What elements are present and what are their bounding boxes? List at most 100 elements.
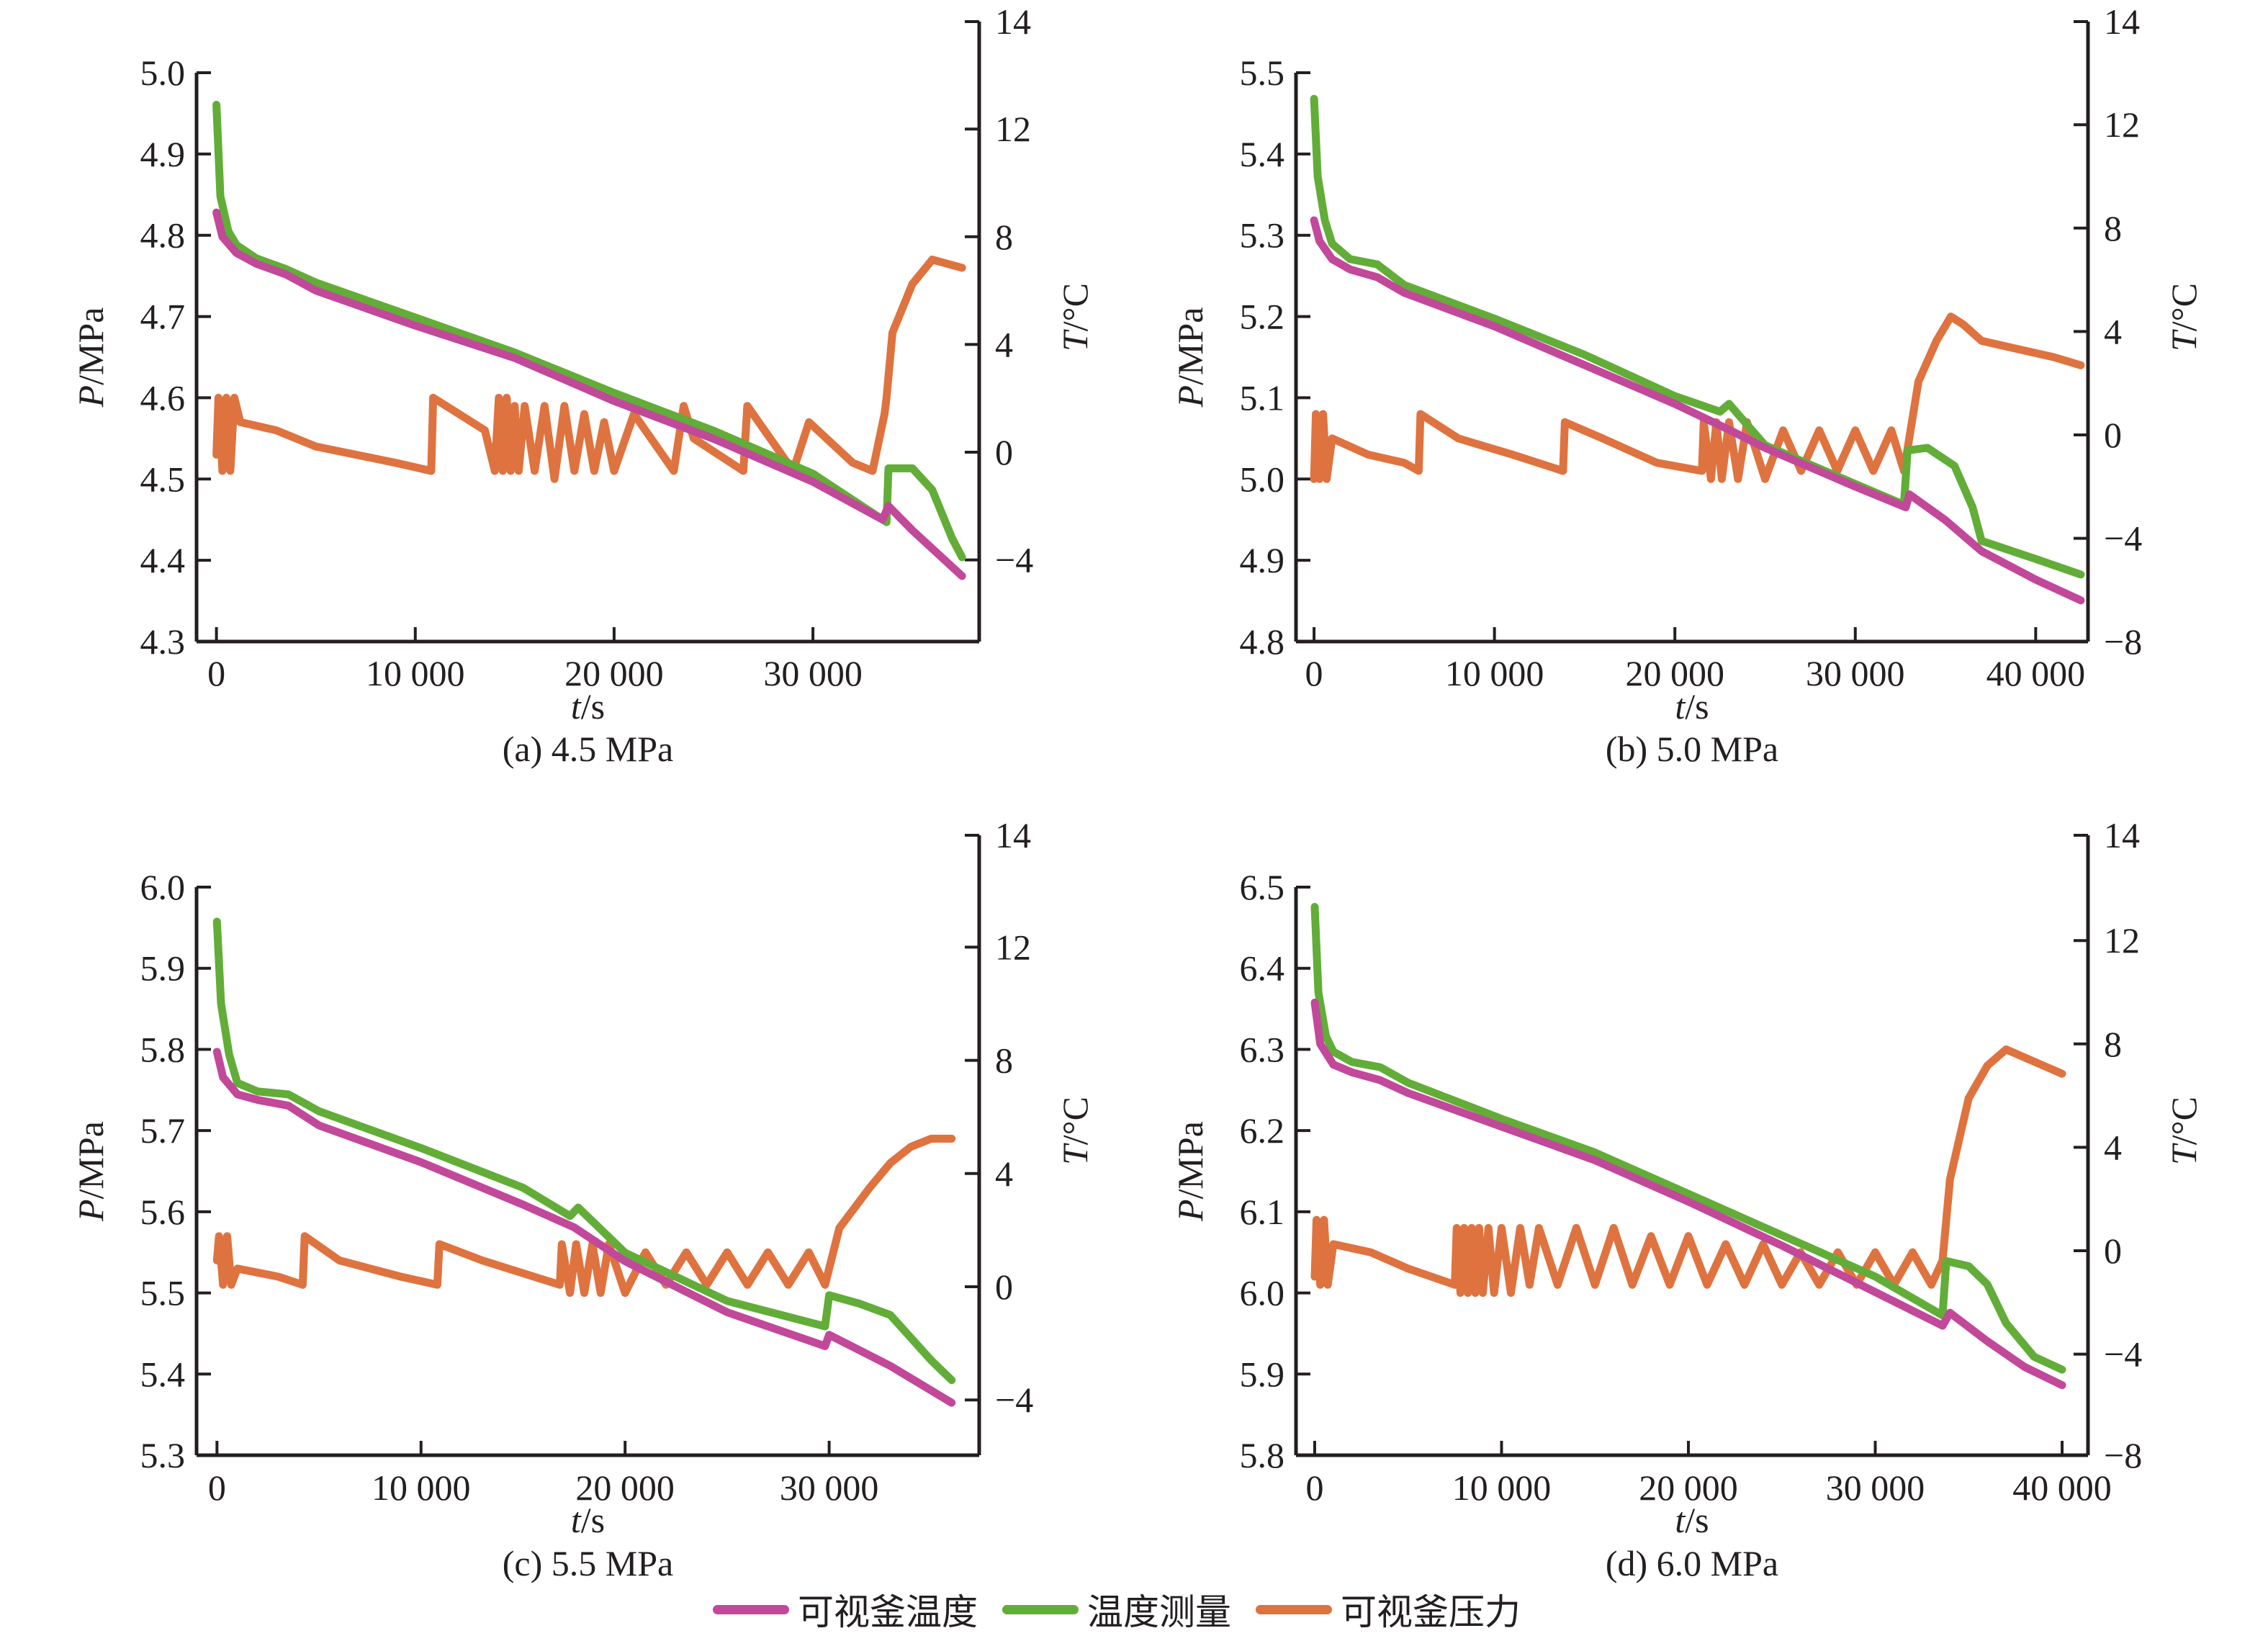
legend-swatch-magenta xyxy=(713,1604,789,1614)
right-axis-title: T/°C xyxy=(2164,283,2204,351)
series-line-cell-pressure xyxy=(212,256,966,483)
right-tick-label: −4 xyxy=(2104,1334,2142,1375)
x-tick-label: 30 000 xyxy=(1806,653,1905,693)
left-tick-label: 5.6 xyxy=(140,1192,186,1232)
left-tick-label: 5.9 xyxy=(1240,1354,1285,1394)
right-tick-label: 4 xyxy=(2104,311,2122,351)
right-tick-label: −4 xyxy=(2104,518,2142,559)
series-line-temperature-measurement xyxy=(1310,903,2066,1374)
legend-swatch-green xyxy=(1002,1604,1079,1614)
legend-item-cell-temperature: 可视釜温度 xyxy=(713,1583,978,1635)
x-tick-label: 20 000 xyxy=(564,653,664,693)
right-tick-label: 14 xyxy=(995,815,1031,855)
panel-d: 5.8 5.9 6.0 6.1 6.2 6.3 6.4 6.5 −8 −4 0 4 8 12 14 0 10 0… xyxy=(1170,815,2204,1583)
left-tick-label: 6.0 xyxy=(1240,1273,1285,1313)
x-axis-title: t/s xyxy=(1675,1500,1709,1540)
left-tick-label: 4.3 xyxy=(140,621,186,662)
left-axis-title: P/MPa xyxy=(71,307,111,408)
left-tick-label: 5.3 xyxy=(1240,215,1285,256)
right-tick-label: 14 xyxy=(995,1,1031,42)
x-tick-label: 0 xyxy=(1305,653,1323,693)
right-tick-label: 0 xyxy=(995,1267,1013,1307)
right-tick-label: 4 xyxy=(995,324,1013,364)
left-axis-title: P/MPa xyxy=(1170,1121,1210,1222)
panel-a: 4.3 4.4 4.5 4.6 4.7 4.8 4.9 5.0 −4 0 4 8 12 14 0 10 000… xyxy=(71,1,1095,769)
legend-item-cell-pressure: 可视釜压力 xyxy=(1256,1583,1521,1635)
right-axis-title: T/°C xyxy=(2164,1097,2204,1165)
x-tick-label: 30 000 xyxy=(763,653,863,693)
x-tick-label: 0 xyxy=(207,653,225,693)
panel-c: 5.3 5.4 5.5 5.6 5.7 5.8 5.9 6.0 −4 0 4 8 12 14 0 10 000… xyxy=(71,815,1095,1583)
left-tick-label: 5.2 xyxy=(1240,297,1285,337)
right-tick-label: 12 xyxy=(995,927,1031,967)
x-tick-label: 30 000 xyxy=(1826,1467,1925,1508)
right-tick-label: 12 xyxy=(995,109,1031,149)
right-tick-label: 8 xyxy=(2104,1024,2122,1064)
series-line-cell-pressure xyxy=(1310,313,2085,483)
series-line-cell-temperature xyxy=(212,208,966,580)
right-tick-label: 4 xyxy=(995,1154,1013,1194)
left-tick-label: 6.5 xyxy=(1240,867,1285,907)
left-tick-label: 5.5 xyxy=(140,1273,186,1313)
legend-label: 温度测量 xyxy=(1087,1591,1231,1633)
legend-label: 可视釜压力 xyxy=(1341,1591,1521,1633)
x-tick-label: 20 000 xyxy=(1639,1467,1738,1508)
panel-caption: (d) 6.0 MPa xyxy=(1606,1543,1778,1583)
left-tick-label: 5.4 xyxy=(1240,134,1285,174)
legend-label: 可视釜温度 xyxy=(798,1591,978,1633)
left-tick-label: 5.4 xyxy=(140,1354,186,1394)
left-tick-label: 5.1 xyxy=(1240,377,1285,418)
left-tick-label: 5.3 xyxy=(140,1435,186,1475)
series-line-cell-pressure xyxy=(1310,1045,2066,1298)
right-axis-title: T/°C xyxy=(1055,283,1095,351)
panel-caption: (b) 5.0 MPa xyxy=(1606,729,1778,769)
series-line-cell-temperature xyxy=(1310,216,2085,605)
left-tick-label: 4.4 xyxy=(140,540,186,580)
legend: 可视釜温度 温度测量 可视釜压力 xyxy=(713,1584,1545,1635)
x-tick-label: 0 xyxy=(208,1467,226,1508)
left-tick-label: 4.5 xyxy=(140,459,186,499)
x-tick-label: 20 000 xyxy=(1625,653,1724,693)
left-tick-label: 4.6 xyxy=(140,377,186,418)
left-tick-label: 5.0 xyxy=(140,53,186,93)
legend-swatch-orange xyxy=(1256,1604,1332,1614)
left-tick-label: 4.9 xyxy=(1240,540,1285,580)
x-tick-label: 0 xyxy=(1305,1467,1323,1508)
right-tick-label: −8 xyxy=(2104,1435,2142,1475)
x-tick-label: 20 000 xyxy=(575,1467,675,1508)
series-line-temperature-measurement xyxy=(212,101,966,562)
right-tick-label: 8 xyxy=(995,1040,1013,1081)
series-line-temperature-measurement xyxy=(212,917,956,1385)
right-tick-label: 14 xyxy=(2104,815,2140,855)
left-tick-label: 6.0 xyxy=(140,867,186,907)
left-tick-label: 5.8 xyxy=(1240,1435,1285,1475)
right-tick-label: −4 xyxy=(995,1380,1033,1420)
left-axis-title: P/MPa xyxy=(1170,307,1210,408)
left-tick-label: 4.8 xyxy=(1240,621,1285,662)
panel-b: 4.8 4.9 5.0 5.1 5.2 5.3 5.4 5.5 −8 −4 0 4 8 12 14 0 10 0… xyxy=(1170,1,2204,769)
series-line-cell-temperature xyxy=(1310,998,2066,1390)
left-tick-label: 5.7 xyxy=(140,1110,186,1151)
series-line-cell-temperature xyxy=(212,1048,956,1407)
right-tick-label: 0 xyxy=(2104,1231,2122,1271)
x-axis-title: t/s xyxy=(1675,686,1709,727)
legend-item-temperature-measurement: 温度测量 xyxy=(1002,1583,1231,1635)
left-tick-label: 4.7 xyxy=(140,297,186,337)
left-tick-label: 6.2 xyxy=(1240,1110,1285,1151)
x-tick-label: 10 000 xyxy=(366,653,465,693)
right-tick-label: 8 xyxy=(995,217,1013,257)
x-tick-label: 40 000 xyxy=(1986,653,2086,693)
x-tick-label: 10 000 xyxy=(372,1467,471,1508)
right-tick-label: 4 xyxy=(2104,1127,2122,1167)
x-tick-label: 30 000 xyxy=(780,1467,879,1508)
left-tick-label: 5.9 xyxy=(140,948,186,989)
right-tick-label: 8 xyxy=(2104,208,2122,248)
right-tick-label: −4 xyxy=(995,540,1033,580)
left-tick-label: 5.5 xyxy=(1240,53,1285,93)
right-tick-label: 0 xyxy=(2104,415,2122,455)
left-axis-title: P/MPa xyxy=(71,1121,111,1222)
right-tick-label: 0 xyxy=(995,432,1013,472)
left-tick-label: 5.0 xyxy=(1240,459,1285,499)
right-tick-label: 12 xyxy=(2104,920,2140,961)
